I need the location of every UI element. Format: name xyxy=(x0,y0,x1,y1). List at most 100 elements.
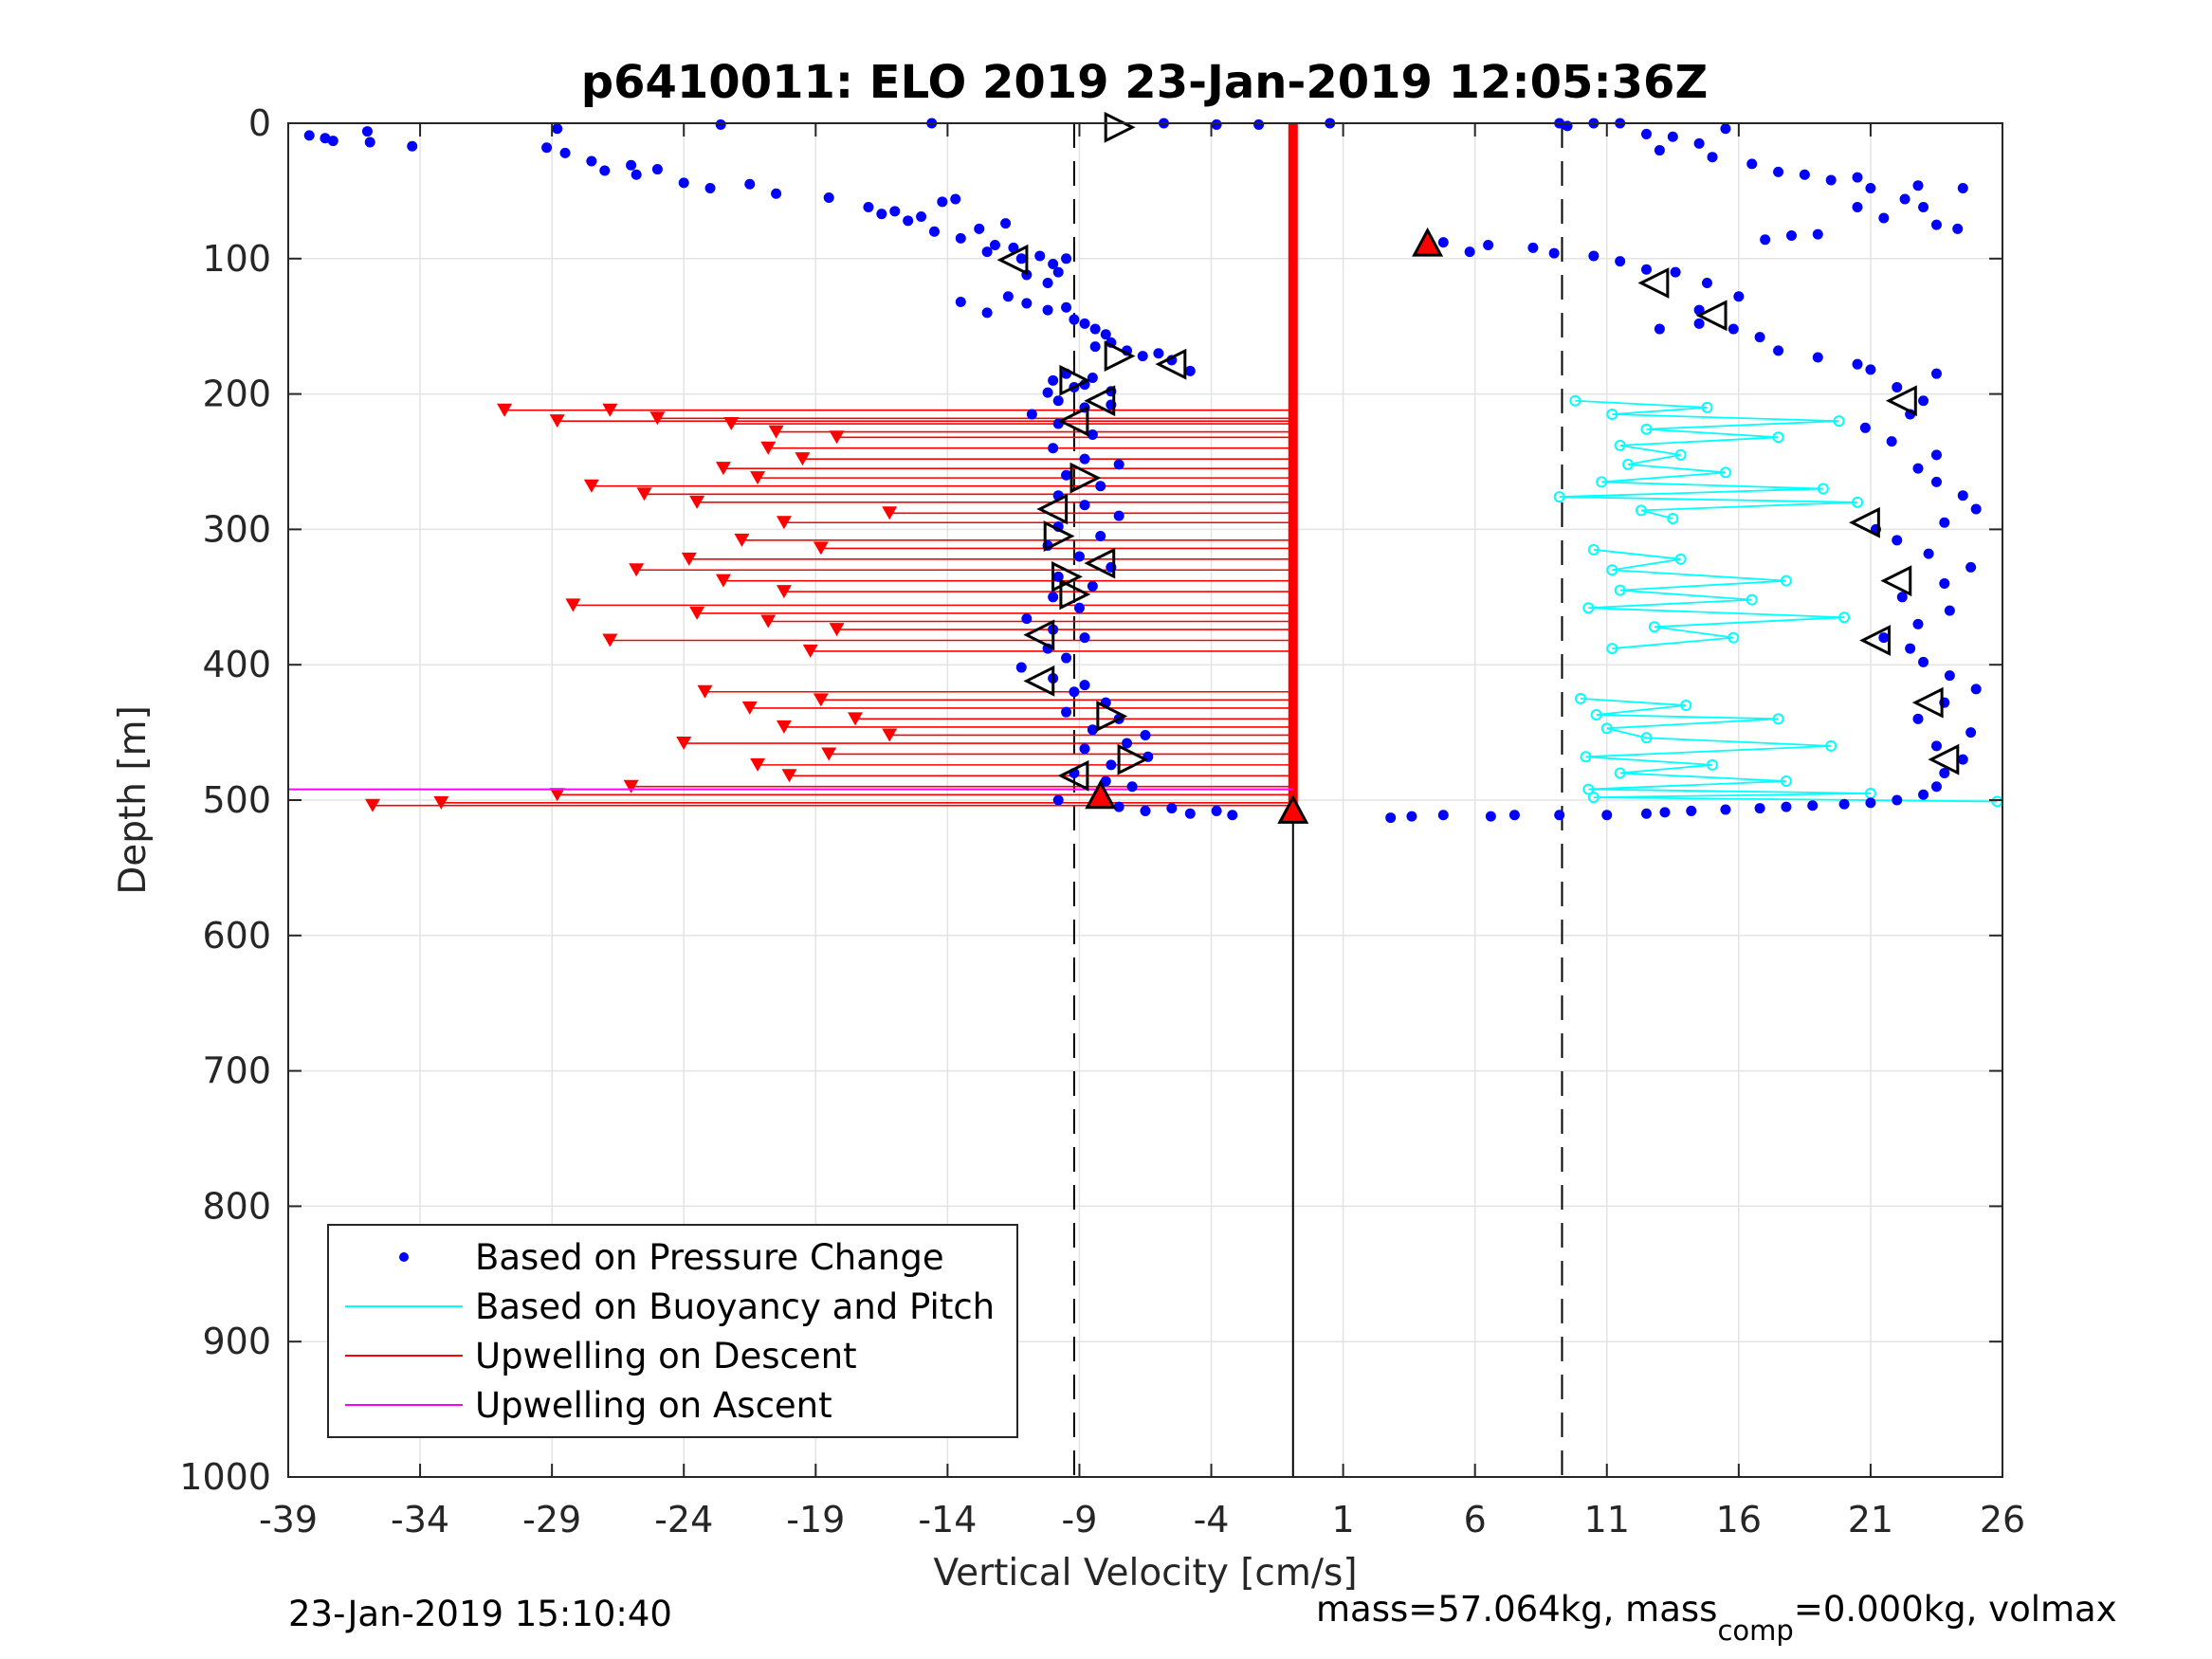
pressure-point xyxy=(974,223,985,234)
pressure-point xyxy=(989,240,1000,251)
pressure-point xyxy=(1965,561,1977,573)
descent-marker xyxy=(776,585,792,599)
buoyancy-line xyxy=(1588,548,1845,649)
pressure-point xyxy=(1957,183,1968,194)
descent-marker xyxy=(602,633,618,647)
pressure-point xyxy=(823,192,834,204)
pressure-point xyxy=(1640,128,1652,139)
x-tick-label: -14 xyxy=(918,1499,977,1540)
descent-marker xyxy=(697,684,713,699)
descent-marker xyxy=(882,506,898,520)
pressure-point xyxy=(1693,137,1705,149)
buoyancy-point xyxy=(1772,431,1784,444)
pressure-point xyxy=(1865,797,1876,809)
pressure-point xyxy=(1061,301,1072,313)
filled-triangle-marker xyxy=(1412,227,1444,257)
descent-marker xyxy=(829,623,845,637)
triangle-marker xyxy=(1928,743,1960,775)
y-tick-label: 100 xyxy=(202,238,271,280)
pressure-point xyxy=(1892,794,1903,806)
pressure-point xyxy=(1905,643,1916,654)
buoyancy-point xyxy=(1580,751,1592,763)
pressure-point xyxy=(1640,808,1652,819)
axis-ticks: -39 -34 -29 -24 -19 -14 -9 -4 1 6 11 16 21 2601002003… xyxy=(179,102,2025,1540)
pressure-point xyxy=(1073,602,1085,613)
pressure-point xyxy=(1878,632,1890,644)
pressure-point xyxy=(1253,118,1265,130)
legend-label: Based on Pressure Change xyxy=(475,1237,944,1278)
pressure-point xyxy=(1654,323,1665,335)
pressure-point xyxy=(1944,670,1955,682)
pressure-point xyxy=(1079,680,1090,691)
pressure-point xyxy=(1838,798,1850,810)
pressure-point xyxy=(955,296,966,307)
reference-lines xyxy=(1072,123,1563,1477)
x-tick-label: -39 xyxy=(259,1499,318,1540)
pressure-point xyxy=(1746,158,1758,170)
buoyancy-point xyxy=(1852,496,1864,508)
pressure-point xyxy=(715,118,726,130)
pressure-point xyxy=(1720,123,1731,135)
buoyancy-point xyxy=(1667,512,1679,524)
pressure-point xyxy=(1211,118,1222,130)
pressure-point xyxy=(955,232,966,244)
buoyancy-point xyxy=(1582,783,1595,795)
x-tick-label: -24 xyxy=(654,1499,713,1540)
pressure-point xyxy=(678,177,689,189)
pressure-point xyxy=(1601,810,1613,821)
pressure-point xyxy=(1812,352,1823,363)
pressure-point xyxy=(1126,781,1138,793)
descent-marker xyxy=(802,644,818,658)
pressure-point xyxy=(1008,242,1019,253)
descent-marker xyxy=(776,720,792,734)
x-tick-label: -9 xyxy=(1062,1499,1098,1540)
pressure-point xyxy=(1069,686,1080,698)
pressure-point xyxy=(1588,250,1600,262)
triangle-marker xyxy=(1849,506,1880,538)
pressure-point xyxy=(327,136,338,147)
pressure-point xyxy=(1939,517,1950,528)
descent-marker xyxy=(781,769,797,783)
pressure-point xyxy=(1912,180,1924,191)
triangle-marker xyxy=(1117,743,1149,775)
pressure-point xyxy=(1508,810,1520,821)
pressure-point xyxy=(1554,810,1565,821)
pressure-point xyxy=(1015,662,1027,673)
triangle-marker xyxy=(1911,686,1944,719)
buoyancy-line xyxy=(1580,698,1998,803)
filled-triangle-markers xyxy=(1085,227,1444,824)
pressure-point xyxy=(1002,291,1014,302)
pressure-point xyxy=(1095,481,1106,492)
pressure-point xyxy=(889,206,901,217)
triangle-marker xyxy=(1023,619,1055,651)
y-tick-label: 1000 xyxy=(179,1456,271,1498)
triangle-marker xyxy=(1084,385,1116,417)
buoyancy-point xyxy=(1707,758,1719,771)
triangle-marker xyxy=(1885,385,1917,417)
pressure-point xyxy=(1918,202,1929,213)
buoyancy-point xyxy=(1635,504,1647,517)
x-tick-label: 1 xyxy=(1332,1499,1355,1540)
pressure-point xyxy=(916,211,927,223)
pressure-point xyxy=(1042,387,1053,398)
buoyancy-point xyxy=(1622,458,1635,470)
upwelling-descent-series xyxy=(365,123,1298,812)
pressure-point xyxy=(1061,652,1072,664)
triangle-marker xyxy=(1880,565,1912,597)
pressure-point xyxy=(1000,218,1012,229)
x-tick-label: -19 xyxy=(786,1499,845,1540)
descent-marker xyxy=(813,693,829,707)
pressure-point xyxy=(1015,253,1027,264)
footer-mass-rest: =0.000kg, volmax xyxy=(1794,1589,2117,1630)
buoyancy-point xyxy=(1719,466,1731,479)
pressure-point xyxy=(1654,145,1665,156)
pressure-point xyxy=(1048,259,1059,270)
legend-label: Upwelling on Ascent xyxy=(475,1385,832,1426)
buoyancy-point xyxy=(1587,792,1600,804)
pressure-point xyxy=(1079,453,1090,465)
descent-marker xyxy=(549,788,565,802)
descent-marker xyxy=(433,795,449,810)
pressure-point xyxy=(1918,656,1929,667)
y-tick-label: 200 xyxy=(202,374,271,415)
